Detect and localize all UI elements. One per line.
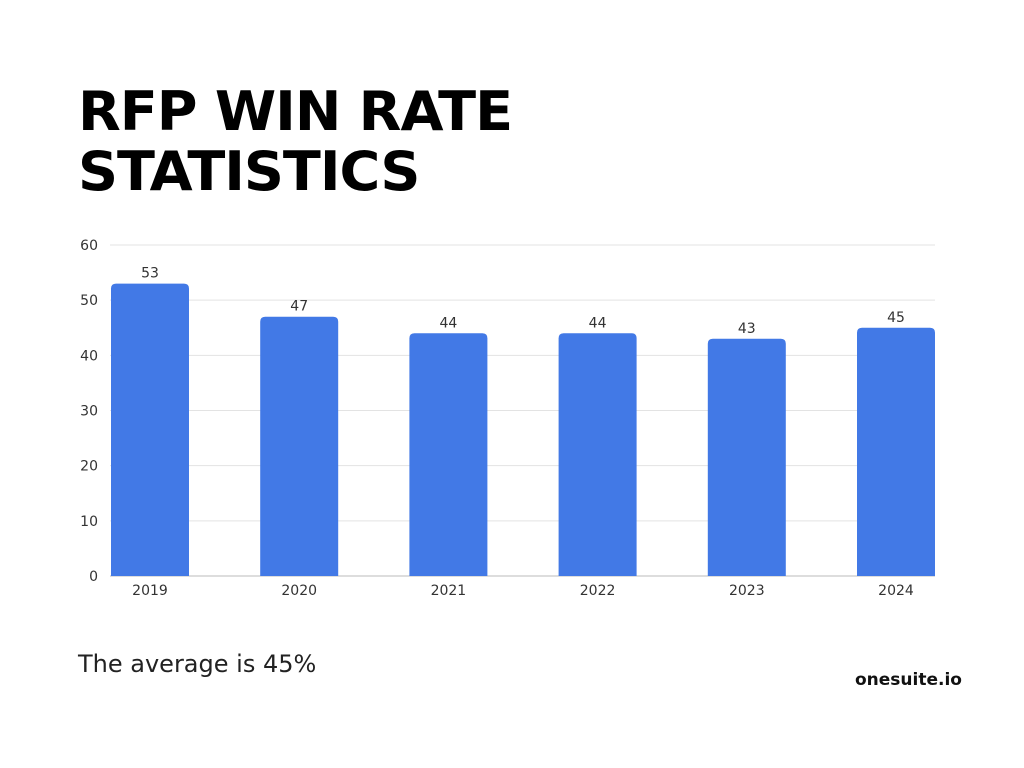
bar xyxy=(558,333,637,576)
x-tick-label: 2022 xyxy=(580,583,616,599)
x-tick-label: 2023 xyxy=(729,583,765,599)
average-note: The average is 45% xyxy=(78,650,317,678)
data-label: 44 xyxy=(439,315,457,331)
data-label: 44 xyxy=(589,315,607,331)
bar xyxy=(409,333,488,576)
bar xyxy=(111,283,189,576)
y-tick-label: 40 xyxy=(80,348,98,364)
x-tick-label: 2024 xyxy=(878,583,914,599)
x-tick-label: 2019 xyxy=(132,583,168,599)
x-tick-label: 2021 xyxy=(431,583,467,599)
y-tick-label: 20 xyxy=(80,459,98,475)
brand-logo-text: onesuite.io xyxy=(855,670,962,690)
x-tick-label: 2020 xyxy=(281,583,317,599)
bar xyxy=(707,338,786,576)
bar xyxy=(260,316,339,576)
data-label: 53 xyxy=(141,266,159,282)
y-tick-label: 10 xyxy=(80,514,98,530)
data-label: 45 xyxy=(887,310,905,326)
data-label: 43 xyxy=(738,321,756,337)
chart-title-line-2: STATISTICS xyxy=(78,140,420,203)
y-tick-label: 0 xyxy=(89,569,98,585)
y-tick-label: 50 xyxy=(80,293,98,309)
y-tick-label: 60 xyxy=(80,238,98,254)
chart-title: RFP WIN RATE STATISTICS xyxy=(78,80,513,203)
data-label: 47 xyxy=(290,299,308,315)
bar xyxy=(857,327,935,576)
chart-title-line-1: RFP WIN RATE xyxy=(78,80,513,143)
y-tick-label: 30 xyxy=(80,404,98,420)
